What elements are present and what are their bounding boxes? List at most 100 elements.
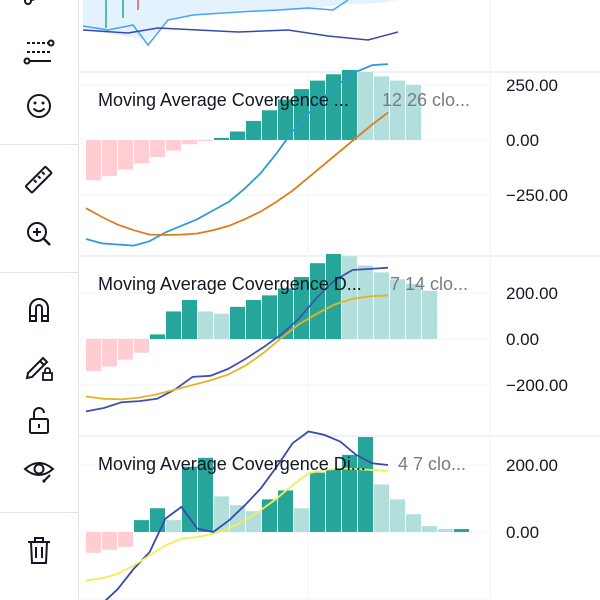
histogram-bar (150, 140, 165, 157)
histogram-bar (326, 254, 341, 339)
histogram-bar (118, 140, 133, 170)
histogram-bar (86, 140, 101, 181)
toolbar-divider (0, 144, 78, 145)
price-axis-label: 0.00 (506, 131, 539, 150)
histogram-bar (246, 120, 261, 140)
histogram-bar (102, 140, 117, 177)
macd-line (85, 266, 389, 413)
chart-area[interactable]: Moving Average Covergence ... 12 26 clo..… (78, 0, 600, 600)
histogram-bar (182, 466, 197, 532)
trash-icon (28, 537, 50, 564)
price-axis-label: 0.00 (506, 330, 539, 349)
histogram-bar (374, 76, 389, 140)
histogram-bar (230, 505, 245, 532)
left-toolbar (0, 0, 79, 600)
emoji-tool[interactable] (15, 86, 63, 126)
main-price-pane (82, 0, 399, 47)
indicator-pane-3: Moving Average Covergence Di... 4 7 clo..… (78, 430, 600, 600)
histogram-bar (358, 437, 373, 532)
histogram-bar (246, 299, 261, 339)
histogram-bar (342, 70, 357, 140)
histogram-bar (166, 140, 181, 151)
histogram-bar (214, 137, 229, 140)
histogram-bar (198, 457, 213, 532)
histogram-bar (342, 256, 357, 339)
histogram-bar (390, 499, 405, 532)
histogram-bar (390, 279, 405, 339)
histogram-bar (278, 99, 293, 140)
histogram-bar (294, 508, 309, 532)
macd-line (104, 430, 389, 600)
histogram-bar (134, 140, 149, 164)
hide-drawings-tool[interactable] (15, 450, 63, 490)
histogram-bar (406, 84, 421, 140)
unlock-icon (29, 407, 49, 434)
remove-drawings-tool[interactable] (15, 530, 63, 570)
eye-icon (23, 462, 55, 483)
unlock-tool[interactable] (15, 400, 63, 440)
histogram-bar (118, 532, 133, 547)
histogram-bar (358, 72, 373, 140)
fib-retracement-tool[interactable] (15, 32, 63, 72)
histogram-bar (166, 520, 181, 532)
histogram-bar (102, 339, 117, 367)
histogram-bar (182, 140, 197, 145)
toolbar-divider (0, 512, 78, 513)
histogram-bar (374, 272, 389, 339)
histogram-bar (342, 454, 357, 532)
price-axis-label: 250.00 (506, 76, 558, 95)
pane-params: 4 7 clo... (398, 454, 466, 474)
histogram-bar (134, 339, 149, 353)
histogram-bar (310, 80, 325, 140)
histogram-bar (358, 265, 373, 339)
pane-params: 7 14 clo... (390, 274, 468, 294)
trend-line-icon (24, 0, 36, 5)
histogram-bar (310, 263, 325, 339)
histogram-bar (422, 290, 437, 339)
histogram-bar (198, 140, 213, 141)
histogram-bar (86, 532, 101, 553)
price-axis-label: 0.00 (506, 523, 539, 542)
histogram-bar (294, 89, 309, 140)
toolbar-divider (0, 272, 78, 273)
magnet-icon (29, 298, 49, 322)
price-axis-label: 200.00 (506, 456, 558, 475)
histogram-bar (390, 80, 405, 140)
price-band-lower (82, 27, 399, 41)
price-axis-label: 200.00 (506, 284, 558, 303)
histogram-bar (454, 529, 469, 532)
histogram-bar (374, 484, 389, 532)
histogram-bar (326, 469, 341, 532)
signal-line (85, 467, 389, 582)
emoji-icon (27, 94, 51, 118)
histogram-bar (294, 276, 309, 339)
histogram-bar (262, 295, 277, 339)
price-band-upper (82, 0, 349, 47)
trend-line-tool[interactable] (15, 0, 63, 28)
histogram-bar (310, 472, 325, 532)
pane-title: Moving Average Covergence Di... (98, 454, 366, 474)
ruler-tool[interactable] (15, 160, 63, 200)
lock-drawing-tool[interactable] (15, 346, 63, 386)
ruler-icon (24, 165, 53, 194)
histogram-bar (150, 508, 165, 532)
price-axis-label: −250.00 (506, 186, 568, 205)
histogram-bar (150, 334, 165, 339)
signal-line (85, 294, 389, 401)
price-band-fill (83, 0, 398, 40)
histogram-bar (134, 520, 149, 532)
histogram-bar (166, 311, 181, 339)
lock-drawing-icon (25, 356, 53, 381)
zoom-in-tool[interactable] (15, 214, 63, 254)
histogram-bar (214, 313, 229, 339)
price-axis-label: −200.00 (506, 376, 568, 395)
histogram-bar (278, 490, 293, 532)
signal-line (85, 111, 389, 236)
histogram-bar (262, 110, 277, 140)
magnet-tool[interactable] (15, 290, 63, 330)
histogram-bar (230, 131, 245, 140)
histogram-bar (230, 306, 245, 339)
pane-title: Moving Average Covergence D... (98, 274, 362, 294)
histogram-bar (406, 283, 421, 339)
histogram-bar (438, 529, 453, 532)
